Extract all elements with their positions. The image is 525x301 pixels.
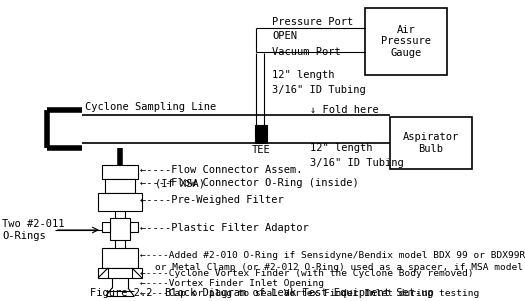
Text: Pressure Port: Pressure Port	[272, 17, 353, 27]
Text: 3/16" ID Tubing: 3/16" ID Tubing	[272, 85, 366, 95]
Text: ←----Pre-Weighed Filter: ←----Pre-Weighed Filter	[140, 195, 284, 205]
Text: 12" length: 12" length	[310, 143, 373, 153]
Text: TEE: TEE	[251, 145, 270, 155]
Text: Two #2-011: Two #2-011	[2, 219, 65, 229]
Text: or Metal Clamp (or #2-012 O-Ring) used as a spacer, if MSA model.: or Metal Clamp (or #2-012 O-Ring) used a…	[155, 262, 525, 272]
Text: O-Rings: O-Rings	[2, 231, 46, 241]
Bar	[98, 268, 142, 278]
Text: ←----Cap or plug to seal Vortex Finder Inlet during testing: ←----Cap or plug to seal Vortex Finder I…	[140, 290, 479, 299]
Bar	[102, 248, 138, 268]
Text: ←----Vortex Finder Inlet Opening: ←----Vortex Finder Inlet Opening	[140, 280, 324, 288]
Bar	[255, 125, 267, 143]
Text: ←----Cyclone Vortex Finder (with the Cyclone Body removed): ←----Cyclone Vortex Finder (with the Cyc…	[140, 269, 474, 278]
Bar	[102, 165, 138, 179]
Text: 12" length: 12" length	[272, 70, 334, 80]
Text: (If XSA): (If XSA)	[155, 178, 205, 188]
Text: Aspirator
Bulb: Aspirator Bulb	[403, 132, 459, 154]
Bar	[98, 193, 142, 211]
Text: Cyclone Sampling Line: Cyclone Sampling Line	[85, 102, 216, 112]
Bar	[130, 222, 138, 232]
Bar	[105, 179, 135, 193]
Bar	[110, 218, 130, 240]
Text: Figure 2.2  Block Diagram of Leak Test Equipment Set-up: Figure 2.2 Block Diagram of Leak Test Eq…	[90, 288, 434, 298]
Text: ←----Added #2-010 O-Ring if Sensidyne/Bendix model BDX 99 or BDX99R,: ←----Added #2-010 O-Ring if Sensidyne/Be…	[140, 250, 525, 259]
Text: ←----Flow Connector Assem.: ←----Flow Connector Assem.	[140, 165, 302, 175]
Text: ←----Plastic Filter Adaptor: ←----Plastic Filter Adaptor	[140, 223, 309, 233]
Text: OPEN: OPEN	[272, 31, 297, 41]
Text: Vacuum Port: Vacuum Port	[272, 47, 341, 57]
Text: Air
Pressure
Gauge: Air Pressure Gauge	[381, 25, 431, 58]
Text: ←----Flow Connector O-Ring (inside): ←----Flow Connector O-Ring (inside)	[140, 178, 359, 188]
Text: 3/16" ID Tubing: 3/16" ID Tubing	[310, 158, 404, 168]
Bar	[102, 222, 110, 232]
Bar	[365, 8, 447, 75]
Text: ↓ Fold here: ↓ Fold here	[310, 105, 379, 115]
Bar	[390, 117, 472, 169]
